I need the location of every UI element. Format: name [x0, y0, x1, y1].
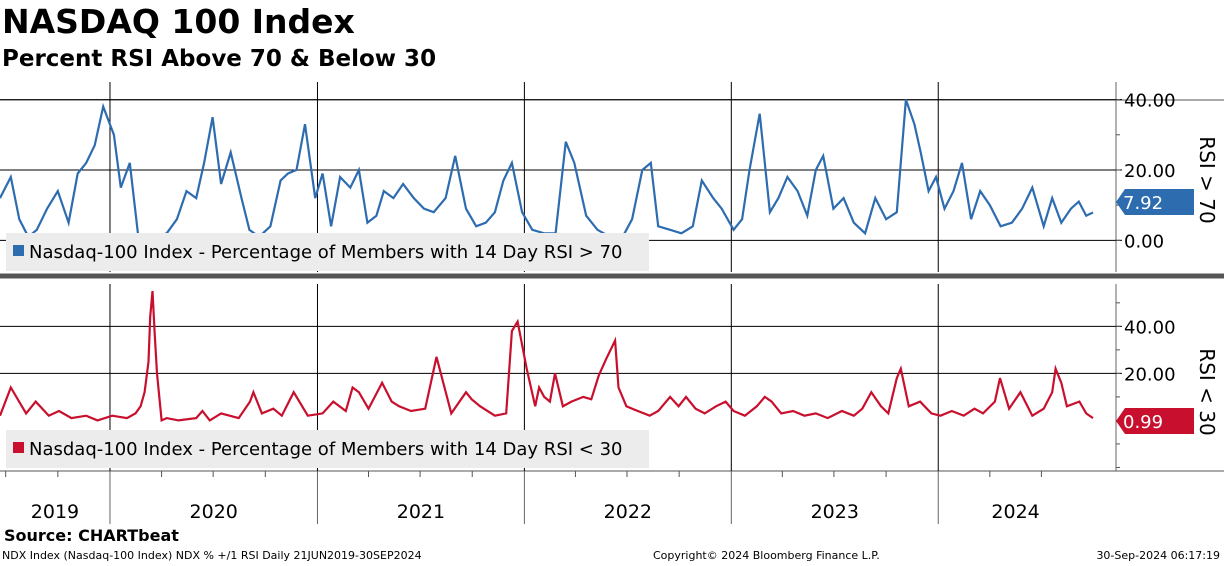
legend-box-bottom: [6, 430, 649, 468]
series-line-rsi-above-70: [0, 99, 1094, 242]
x-tick-label: 2019: [31, 501, 79, 523]
y-ticks-bottom: 20.00 40.00: [1116, 302, 1176, 468]
x-axis: 2019 2020 2021 2022 2023 2024: [5, 471, 1042, 524]
chart-subtitle: Percent RSI Above 70 & Below 30: [2, 46, 437, 72]
x-tick-label: 2024: [991, 501, 1039, 523]
x-tick-label: 2023: [811, 501, 859, 523]
x-tick-label: 2021: [397, 501, 445, 523]
last-value-label-bottom: 0.99: [1123, 412, 1163, 433]
y-axis-label-top: RSI > 70: [1195, 136, 1219, 223]
chart-title: NASDAQ 100 Index: [2, 2, 355, 41]
y-ticks-top: 0.00 20.00 40.00: [1116, 91, 1176, 252]
y-axis-label-bottom: RSI < 30: [1195, 348, 1219, 435]
gridlines-bottom: [0, 325, 1116, 374]
legend-swatch-bottom: [13, 442, 24, 453]
last-value-badge-top: [1116, 189, 1194, 215]
footer-info: NDX Index (Nasdaq-100 Index) NDX % +/1 R…: [2, 549, 422, 562]
x-tick-label: 2022: [604, 501, 652, 523]
y-tick-label: 40.00: [1124, 317, 1176, 338]
legend-swatch-top: [13, 245, 24, 256]
panel-rsi-below-30: 20.00 40.00 Nasdaq-100 Index - Percentage…: [0, 284, 1219, 471]
y-tick-label: 20.00: [1124, 364, 1176, 385]
source-label: Source: CHARTbeat: [4, 526, 179, 545]
y-tick-label: 0.00: [1124, 231, 1164, 252]
legend-box-top: [6, 233, 649, 271]
footer-copyright: Copyright© 2024 Bloomberg Finance L.P.: [653, 549, 880, 562]
panel-rsi-above-70: 0.00 20.00 40.00 Nasdaq-100 Index - Percen…: [0, 82, 1219, 272]
x-tick-label: 2020: [190, 501, 238, 523]
series-line-rsi-below-30: [0, 291, 1094, 423]
y-tick-label: 40.00: [1124, 91, 1176, 112]
last-value-label-top: 7.92: [1123, 193, 1163, 214]
last-value-badge-bottom: [1116, 408, 1194, 434]
footer-timestamp: 30-Sep-2024 06:17:19: [1096, 549, 1220, 562]
legend-label-top: Nasdaq-100 Index - Percentage of Members…: [29, 242, 622, 263]
y-tick-label: 20.00: [1124, 161, 1176, 182]
legend-label-bottom: Nasdaq-100 Index - Percentage of Members…: [29, 439, 622, 460]
